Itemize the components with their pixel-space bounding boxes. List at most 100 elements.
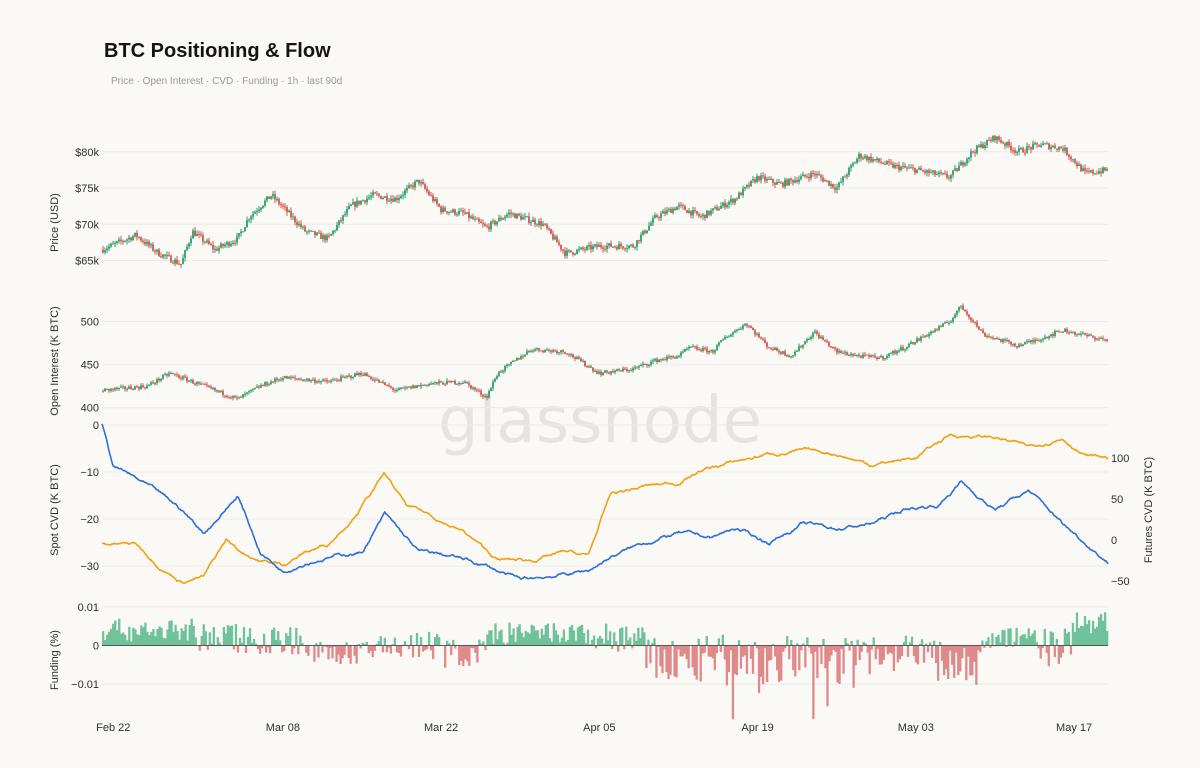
oi-candle-body: [778, 350, 780, 353]
oi-candle-body: [1082, 333, 1084, 335]
oi-candle-body: [256, 386, 258, 388]
funding-bar: [882, 645, 885, 660]
price-candle-body: [1060, 146, 1062, 149]
funding-bar: [671, 640, 674, 646]
funding-bar: [186, 640, 189, 646]
price-candle-body: [154, 250, 156, 252]
funding-bar: [1089, 633, 1093, 646]
oi-candle-body: [798, 346, 800, 351]
price-candle-body: [966, 159, 968, 164]
price-candle-body: [418, 179, 420, 184]
funding-bar: [206, 645, 209, 650]
funding-bar: [353, 645, 356, 656]
funding-bar: [840, 645, 843, 649]
oi-candle-body: [888, 353, 890, 357]
oi-candle-body: [1014, 343, 1016, 346]
funding-bar: [590, 639, 594, 646]
price-candle-body: [568, 250, 570, 252]
oi-candle-body: [1072, 331, 1074, 333]
oi-candle-body: [398, 388, 400, 391]
funding-bar: [1083, 615, 1087, 646]
price-candle-body: [682, 205, 684, 207]
price-candle-body: [704, 214, 706, 219]
price-candle-body: [360, 200, 362, 205]
price-candle-body: [132, 236, 134, 241]
funding-bar: [458, 645, 461, 666]
price-candle-body: [686, 210, 688, 213]
price-candle-body: [932, 170, 934, 173]
oi-candle-body: [744, 324, 746, 326]
oi-candle-body: [310, 380, 312, 382]
oi-candle-body: [712, 350, 714, 353]
cvd-right-axis-tick-label: 100: [1111, 453, 1129, 465]
oi-candle-body: [880, 355, 882, 358]
price-candle-body: [136, 232, 138, 238]
price-candle-body: [150, 244, 152, 246]
funding-bar: [605, 623, 608, 646]
funding-bar: [250, 642, 254, 646]
price-candle-body: [738, 192, 740, 199]
funding-bar: [260, 645, 264, 649]
funding-bar: [800, 645, 803, 651]
funding-bar: [244, 645, 248, 654]
funding-bar: [1033, 630, 1036, 646]
oi-candle-body: [938, 326, 940, 330]
price-candle-body: [642, 230, 644, 235]
funding-bar: [230, 625, 234, 646]
funding-bar: [158, 626, 161, 646]
funding-bar: [943, 645, 946, 676]
price-candle-body: [290, 210, 292, 218]
price-candle-body: [798, 179, 800, 182]
oi-candle-body: [492, 381, 494, 389]
price-candle-body: [956, 168, 958, 171]
funding-bar: [377, 641, 380, 646]
funding-bar: [860, 645, 863, 652]
oi-candle-body: [250, 389, 252, 392]
price-candle-body: [640, 234, 642, 242]
funding-bar: [848, 645, 851, 651]
price-candle-body: [306, 231, 308, 233]
funding-bar: [224, 633, 228, 646]
price-candle-body: [518, 213, 520, 216]
price-candle-body: [782, 182, 784, 187]
funding-bar: [1019, 636, 1022, 646]
funding-bar: [190, 618, 193, 646]
price-candle-body: [390, 198, 392, 201]
oi-candle-body: [342, 376, 344, 378]
funding-bar: [258, 645, 262, 654]
funding-bar: [321, 645, 324, 653]
price-candle-body: [204, 241, 206, 243]
price-candle-body: [950, 175, 952, 179]
oi-candle-body: [1084, 333, 1086, 335]
oi-candle-body: [834, 347, 836, 349]
price-candle-body: [910, 167, 912, 169]
price-axis-tick-label: $65k: [75, 256, 99, 268]
oi-candle-body: [596, 370, 598, 374]
price-candle-body: [104, 250, 106, 253]
price-candle-body: [416, 179, 418, 182]
funding-bar: [508, 622, 511, 646]
oi-candle-body: [246, 392, 248, 394]
oi-candle-body: [188, 380, 190, 382]
funding-bar: [108, 631, 111, 646]
funding-bar: [277, 631, 280, 646]
oi-candle-body: [594, 370, 596, 372]
oi-candle-body: [192, 379, 194, 384]
funding-bar: [836, 645, 839, 683]
price-candle-body: [386, 196, 388, 201]
price-candle-body: [728, 201, 730, 205]
price-candle-body: [454, 209, 456, 215]
funding-bar: [118, 618, 121, 646]
cvd-right-axis-tick-label: 50: [1111, 494, 1123, 506]
price-candle-body: [312, 230, 314, 232]
oi-candle-body: [328, 381, 330, 383]
price-candle-body: [936, 174, 938, 176]
oi-candle-body: [1076, 333, 1078, 335]
oi-candle-body: [830, 346, 832, 348]
funding-bar: [1081, 626, 1085, 646]
price-candle-body: [244, 227, 246, 232]
funding-bar: [240, 642, 244, 646]
price-candle-body: [662, 211, 664, 214]
oi-candle-body: [562, 350, 564, 352]
price-candle-body: [394, 197, 396, 202]
